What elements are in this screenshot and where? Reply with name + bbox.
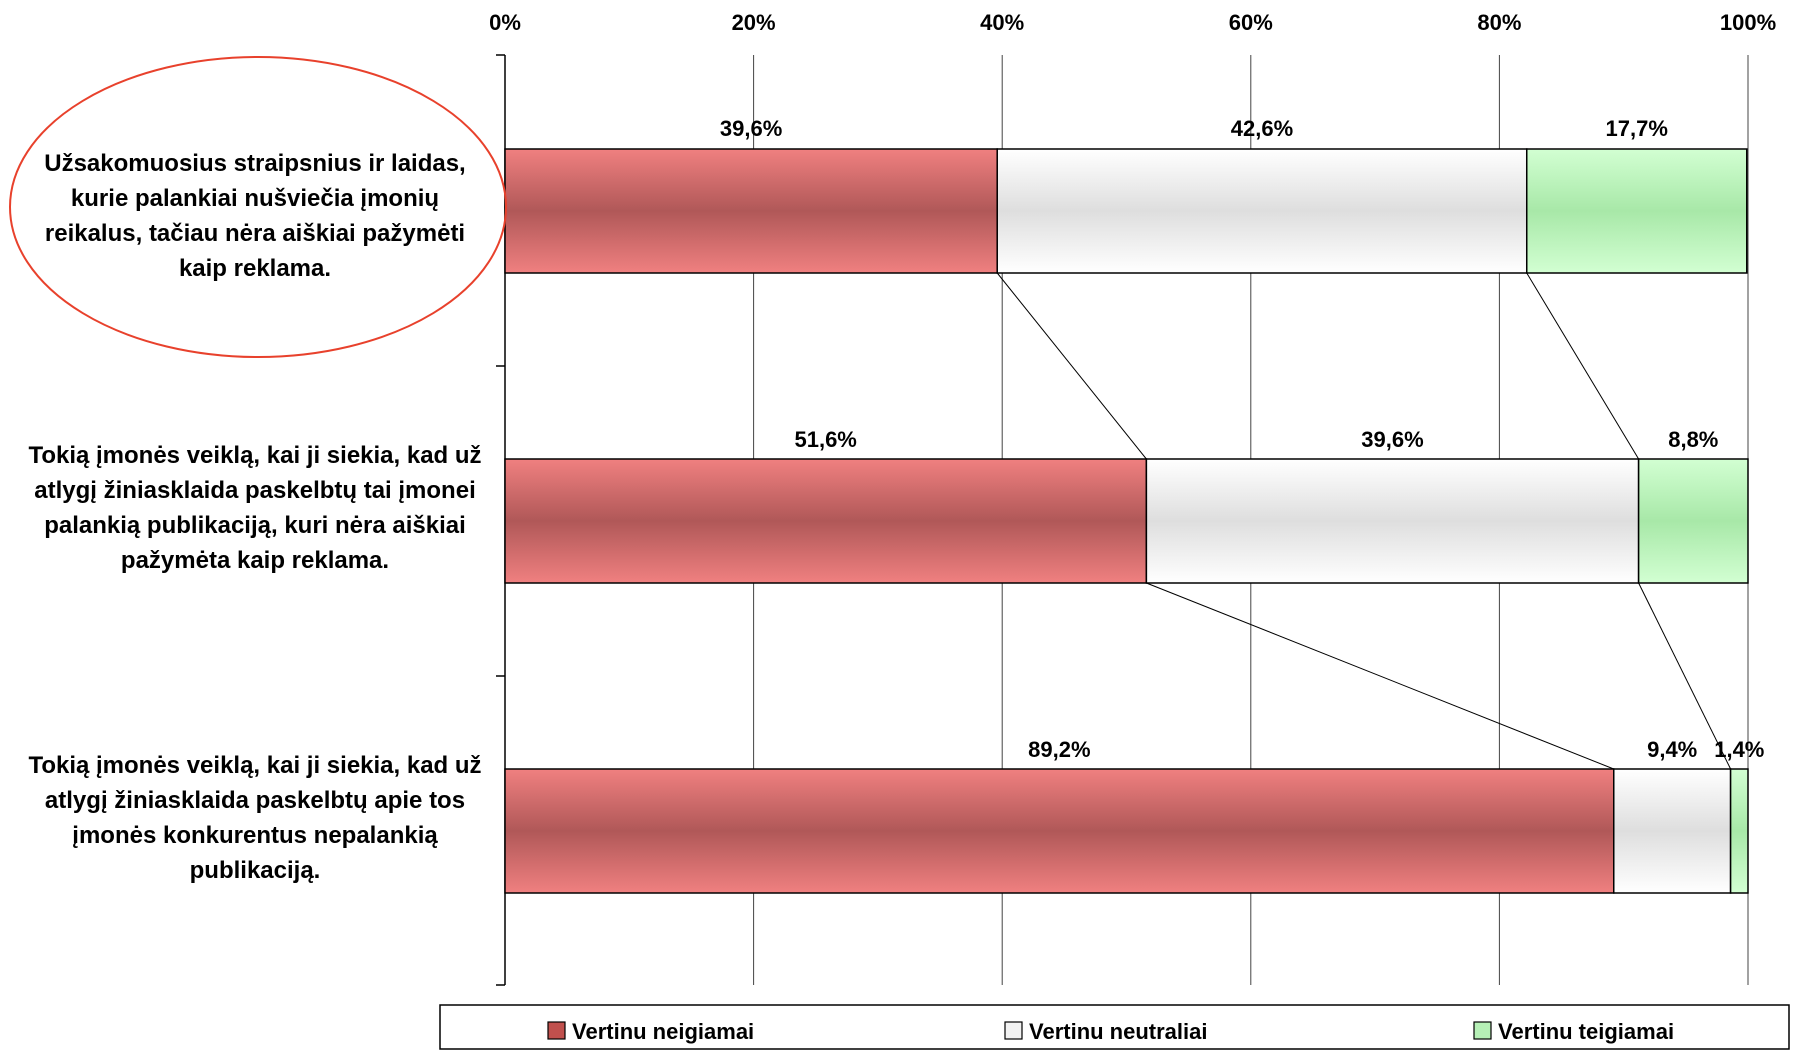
data-label: 17,7% [1606, 116, 1668, 141]
data-label: 1,4% [1714, 737, 1764, 762]
x-tick-label: 40% [980, 10, 1024, 35]
series-lines [996, 272, 1732, 770]
legend-swatch [1004, 1021, 1023, 1040]
series-line [1526, 272, 1640, 460]
data-label: 51,6% [794, 427, 856, 452]
data-label: 9,4% [1647, 737, 1697, 762]
bar-segment [1729, 768, 1749, 894]
bar-segment [504, 148, 998, 274]
category-label-1: Užsakomuosius straipsnius ir laidas, kur… [44, 150, 466, 282]
x-axis-tick-labels: 0% 20% 40% 60% 80% 100% [489, 10, 1776, 35]
series-line [996, 272, 1147, 460]
x-tick-label: 100% [1720, 10, 1776, 35]
data-label: 42,6% [1231, 116, 1293, 141]
x-tick-label: 60% [1229, 10, 1273, 35]
series-line [1638, 582, 1732, 770]
legend-box [439, 1004, 1790, 1050]
data-label: 39,6% [720, 116, 782, 141]
legend-swatch [1473, 1021, 1492, 1040]
bar-segment [504, 768, 1615, 894]
x-tick-label: 20% [732, 10, 776, 35]
legend-label: Vertinu neigiamai [572, 1019, 754, 1044]
bars [504, 148, 1749, 894]
bar-segment [1145, 458, 1640, 584]
bar-segment [1525, 148, 1748, 274]
legend: Vertinu neigiamai Vertinu neutraliai Verti… [439, 1004, 1790, 1050]
data-label: 39,6% [1361, 427, 1423, 452]
legend-swatch [547, 1021, 566, 1040]
data-label: 89,2% [1028, 737, 1090, 762]
data-label: 8,8% [1668, 427, 1718, 452]
x-tick-label: 80% [1477, 10, 1521, 35]
highlight-ellipse [9, 56, 507, 358]
data-labels: 39,6% 42,6% 17,7% 51,6% 39,6% 8,8% 89,2% 9,4% 1,… [720, 116, 1764, 762]
legend-label: Vertinu neutraliai [1029, 1019, 1208, 1044]
bar-segment [996, 148, 1528, 274]
category-label-3: Tokią įmonės veiklą, kai ji siekia, kad … [28, 752, 482, 884]
bar-segment [1637, 458, 1749, 584]
series-line [1146, 582, 1614, 770]
category-label-2: Tokią įmonės veiklą, kai ji siekia, kad … [28, 442, 482, 574]
bar-segment [1613, 768, 1732, 894]
legend-label: Vertinu teigiamai [1498, 1019, 1674, 1044]
bar-segment [504, 458, 1148, 584]
x-tick-label: 0% [489, 10, 521, 35]
